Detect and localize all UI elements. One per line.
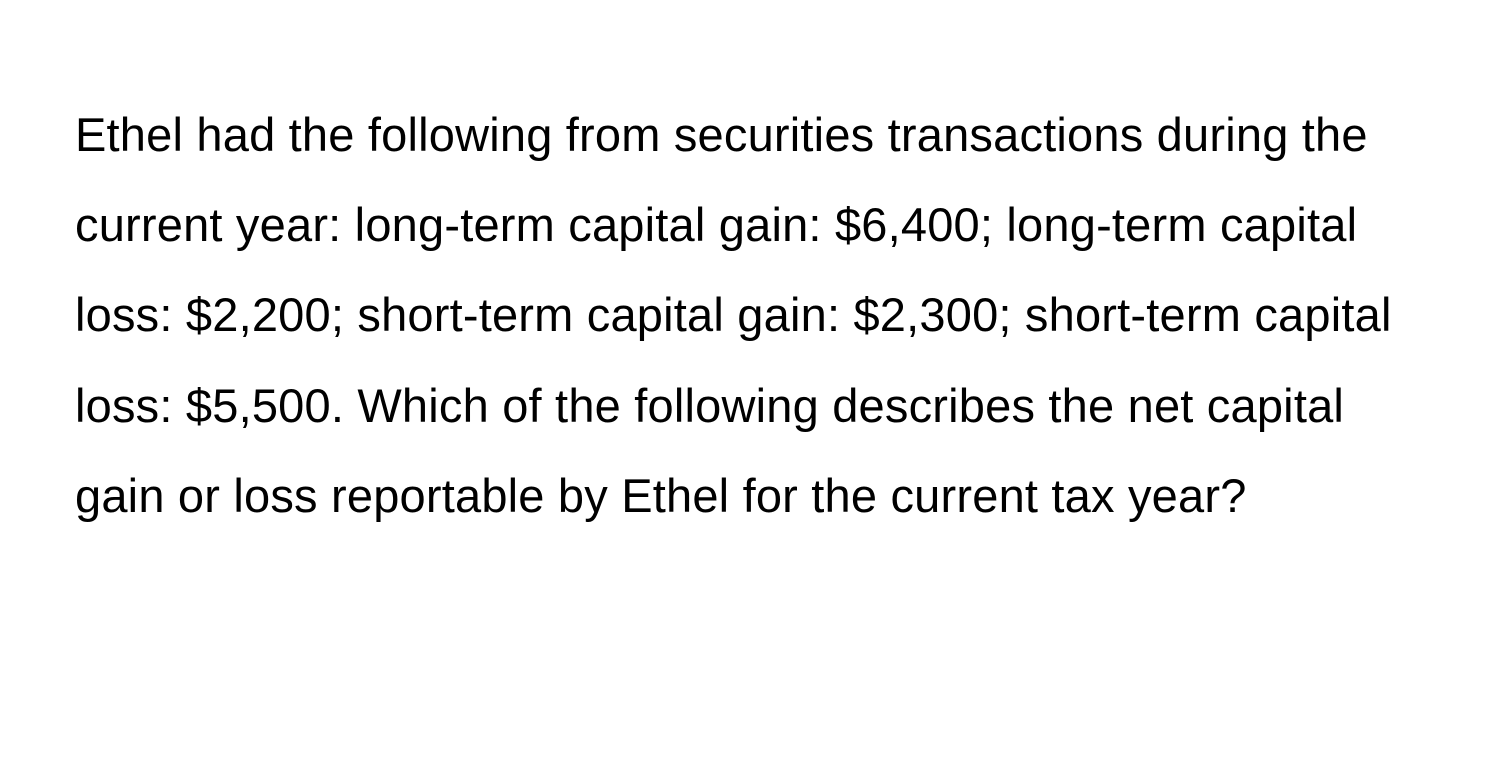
question-text: Ethel had the following from securities … bbox=[75, 90, 1425, 541]
